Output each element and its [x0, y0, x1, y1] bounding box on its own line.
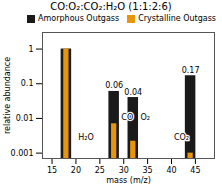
svg-text:mass (m/z): mass (m/z)	[106, 176, 151, 185]
svg-text:0.01: 0.01	[16, 114, 34, 123]
svg-text:45: 45	[190, 166, 200, 175]
html-text:Amorphous Outgass: Amorphous Outgass	[38, 14, 120, 23]
svg-text:0.1: 0.1	[21, 79, 34, 88]
svg-text:0.06: 0.06	[105, 81, 123, 90]
svg-text:0.001: 0.001	[11, 149, 34, 158]
svg-text:0.17: 0.17	[182, 66, 200, 75]
svg-text:15: 15	[47, 166, 57, 175]
html-text:CO:O₂:CO₂:H₂O (1:1:2:6): CO:O₂:CO₂:H₂O (1:1:2:6)	[50, 1, 172, 12]
svg-text:40: 40	[166, 166, 176, 175]
html-text:Crystalline Outgass: Crystalline Outgass	[138, 14, 216, 23]
svg-text:CO₂: CO₂	[174, 133, 189, 142]
svg-text:CO: CO	[121, 113, 133, 122]
svg-text:20: 20	[71, 166, 81, 175]
svg-text:30: 30	[119, 166, 129, 175]
svg-text:0.04: 0.04	[124, 88, 142, 97]
svg-text:35: 35	[143, 166, 153, 175]
svg-text:H₂O: H₂O	[78, 133, 94, 142]
svg-text:O₂: O₂	[140, 113, 150, 122]
svg-text:25: 25	[95, 166, 105, 175]
svg-text:1: 1	[28, 45, 33, 54]
svg-text:relative abundance: relative abundance	[3, 57, 12, 134]
